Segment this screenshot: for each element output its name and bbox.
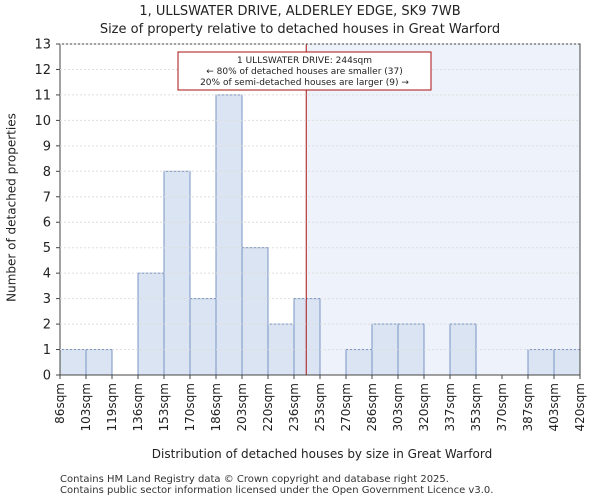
bar-170sqm [189, 298, 217, 376]
footer-licence: Contains public sector information licen… [60, 485, 494, 496]
x-tick-label: 136sqm [131, 383, 145, 431]
annotation-line-2: ← 80% of detached houses are smaller (37… [206, 67, 403, 77]
y-tick-label: 1 [43, 343, 51, 358]
y-tick-label: 3 [43, 292, 51, 307]
x-tick-label: 203sqm [235, 383, 249, 431]
marker-annotation: 1 ULLSWATER DRIVE: 244sqm ← 80% of detac… [177, 51, 432, 91]
bars-group [59, 94, 581, 376]
x-tick-label: 153sqm [157, 383, 171, 431]
y-tick-label: 7 [43, 190, 51, 205]
x-tick-label: 353sqm [469, 383, 483, 431]
x-tick-label: 420sqm [573, 383, 587, 431]
bar-103sqm [85, 349, 113, 376]
x-tick-label: 236sqm [287, 383, 301, 431]
x-tick-label: 253sqm [313, 383, 327, 431]
x-tick-label: 370sqm [495, 383, 509, 431]
y-tick-label: 13 [34, 38, 51, 53]
annotation-line-3: 20% of semi-detached houses are larger (… [200, 78, 409, 88]
larger-properties-region [306, 44, 580, 375]
bar-387sqm [527, 349, 555, 376]
x-tick-label: 220sqm [261, 383, 275, 431]
bar-236sqm [293, 298, 321, 376]
x-tick-label: 303sqm [391, 383, 405, 431]
bar-270sqm [345, 349, 373, 376]
x-tick-label: 186sqm [209, 383, 223, 431]
bar-86sqm [59, 349, 87, 376]
bar-186sqm [215, 94, 243, 376]
bar-303sqm [397, 323, 425, 376]
chart-title: 1, ULLSWATER DRIVE, ALDERLEY EDGE, SK9 7… [139, 4, 461, 19]
y-tick-label: 8 [43, 165, 51, 180]
x-tick-label: 270sqm [339, 383, 353, 431]
x-tick-label: 387sqm [521, 383, 535, 431]
x-tick-label: 320sqm [417, 383, 431, 431]
x-tick-label: 403sqm [547, 383, 561, 431]
bar-403sqm [553, 349, 581, 376]
x-tick-label: 86sqm [53, 383, 67, 424]
x-tick-label: 119sqm [105, 383, 119, 431]
y-tick-label: 2 [43, 318, 51, 333]
x-tick-label: 337sqm [443, 383, 457, 431]
bar-203sqm [241, 247, 269, 376]
y-tick-label: 12 [34, 63, 51, 78]
y-tick-label: 6 [43, 216, 51, 231]
y-tick-label: 4 [43, 267, 51, 282]
footer-copyright: Contains HM Land Registry data © Crown c… [60, 474, 449, 485]
y-tick-label: 0 [43, 369, 51, 384]
y-tick-label: 9 [43, 139, 51, 154]
y-axis-label: Number of detached properties [5, 113, 19, 302]
y-tick-label: 5 [43, 241, 51, 256]
y-tick-label: 11 [34, 88, 51, 103]
x-tick-label: 103sqm [79, 383, 93, 431]
x-tick-label: 170sqm [183, 383, 197, 431]
annotation-box [177, 51, 432, 91]
bar-136sqm [137, 272, 165, 376]
annotation-line-1: 1 ULLSWATER DRIVE: 244sqm [237, 56, 372, 66]
x-axis-ticks: 86sqm 103sqm 119sqm 136sqm 153sqm 170sqm 186sq… [53, 375, 587, 431]
x-tick-label: 286sqm [365, 383, 379, 431]
chart-subtitle: Size of property relative to detached ho… [99, 22, 501, 37]
x-axis-label: Distribution of detached houses by size … [152, 447, 492, 461]
y-tick-label: 10 [34, 114, 51, 129]
